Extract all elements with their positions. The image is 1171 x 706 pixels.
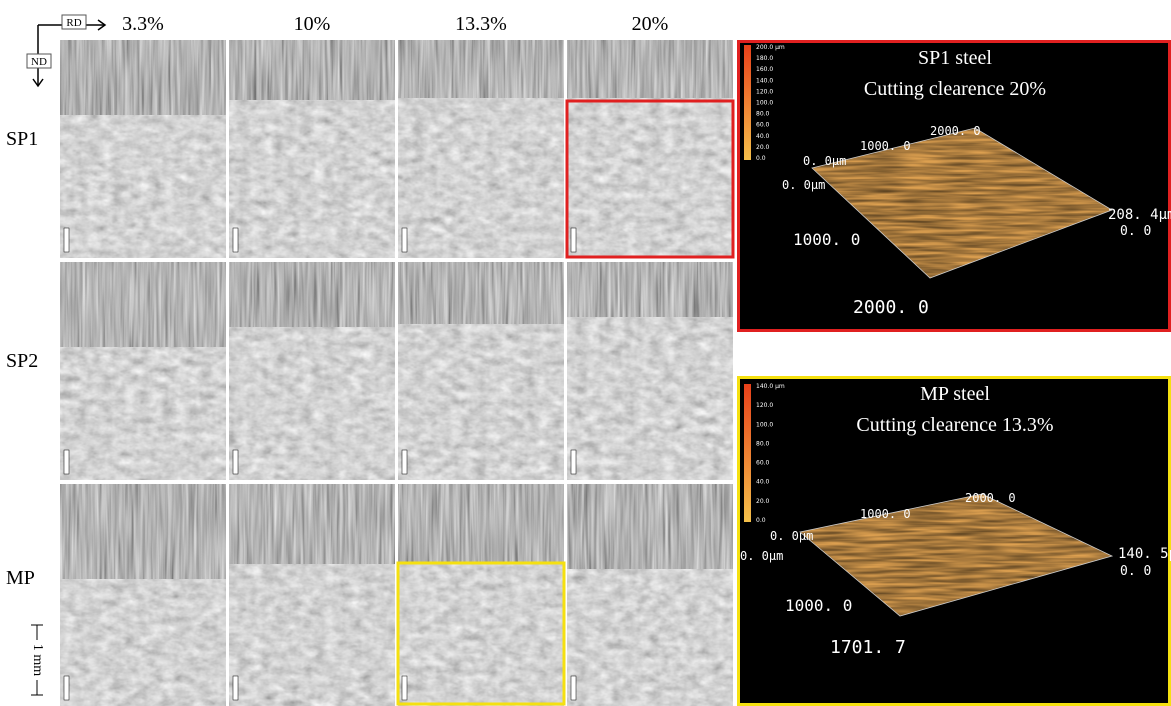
micrograph-grid: 3.3% 10% 13.3% 20% SP1 SP2 MP	[6, 13, 733, 706]
axis-label: 2000. 0	[965, 491, 1016, 505]
axis-label: 0. 0μm	[803, 154, 846, 168]
axis-label: 1000. 0	[793, 230, 860, 249]
axis-label: 1701. 7	[830, 637, 906, 658]
column-label: 10%	[294, 13, 331, 35]
micrograph-scale	[402, 228, 407, 252]
axis-label: 1000. 0	[785, 596, 852, 615]
nd-label: ND	[31, 56, 47, 68]
axis-label: 1000. 0	[860, 139, 911, 153]
micrograph-scale	[233, 450, 238, 474]
colorbar-label: 40.0	[756, 479, 770, 486]
micrograph-top-band	[398, 484, 564, 564]
axis-label: 0. 0μm	[740, 549, 783, 563]
rd-label: RD	[66, 17, 81, 29]
surface-panels: SP1 steel Cutting clearence 20% 200.0 μm 18…	[739, 42, 1171, 705]
colorbar-label: 140.0	[756, 77, 773, 84]
axis-label: 0. 0μm	[782, 178, 825, 192]
micrograph-scale	[571, 676, 576, 700]
micrograph-scale	[233, 676, 238, 700]
column-label: 3.3%	[122, 13, 164, 35]
colorbar-label: 80.0	[756, 440, 770, 447]
colorbar-label: 20.0	[756, 498, 770, 505]
colorbar-label: 100.0	[756, 421, 773, 428]
micrograph-scale	[402, 450, 407, 474]
micrograph-top-band	[60, 484, 226, 579]
colorbar-label: 60.0	[756, 122, 770, 129]
colorbar	[744, 384, 751, 522]
micrograph-scale	[64, 450, 69, 474]
row-label: MP	[6, 567, 35, 589]
micrograph-top-band	[229, 484, 395, 564]
colorbar-label: 160.0	[756, 66, 773, 73]
axis-label: 1000. 0	[860, 507, 911, 521]
micrograph-scale	[402, 676, 407, 700]
colorbar-label: 60.0	[756, 460, 770, 467]
row-label: SP2	[6, 350, 38, 372]
scale-bar-label: 1 mm	[30, 644, 45, 676]
micrograph-scale	[233, 228, 238, 252]
micrograph-scale	[64, 228, 69, 252]
colorbar	[744, 45, 751, 160]
axis-label: 0. 0	[1120, 564, 1151, 579]
panel-subtitle: Cutting clearence 13.3%	[856, 414, 1053, 436]
axis-label: 208. 4μm	[1108, 207, 1171, 223]
axis-label: 0. 0μm	[770, 529, 813, 543]
axis-label: 2000. 0	[930, 124, 981, 138]
column-label: 13.3%	[455, 13, 507, 35]
micrograph-top-band	[398, 40, 564, 98]
panel-title: MP steel	[920, 383, 990, 405]
panel-subtitle: Cutting clearence 20%	[864, 78, 1046, 100]
colorbar-label: 120.0	[756, 88, 773, 95]
micrograph-top-band	[60, 40, 226, 115]
micrograph-top-band	[567, 262, 733, 317]
colorbar-label: 20.0	[756, 144, 770, 151]
axis-label: 0. 0	[1120, 224, 1151, 239]
colorbar-label: 140.0 μm	[756, 383, 785, 390]
axis-label: 2000. 0	[853, 297, 929, 318]
colorbar-label: 100.0	[756, 100, 773, 107]
micrograph-scale	[571, 228, 576, 252]
figure: 3.3% 10% 13.3% 20% SP1 SP2 MP RD ND 1 mm SP1 s…	[0, 0, 1171, 706]
colorbar-label: 120.0	[756, 402, 773, 409]
micrograph-scale	[64, 676, 69, 700]
colorbar-label: 180.0	[756, 55, 773, 62]
panel-title: SP1 steel	[918, 47, 992, 69]
axis-label: 140. 5μ	[1118, 546, 1171, 562]
colorbar-label: 0.0	[756, 155, 766, 162]
colorbar-label: 0.0	[756, 517, 766, 524]
micrograph-top-band	[398, 262, 564, 324]
row-label: SP1	[6, 128, 38, 150]
micrograph-top-band	[229, 262, 395, 327]
colorbar-label: 80.0	[756, 111, 770, 118]
micrograph-top-band	[60, 262, 226, 347]
micrograph-top-band	[567, 40, 733, 98]
micrograph-scale	[571, 450, 576, 474]
micrograph-top-band	[229, 40, 395, 100]
colorbar-label: 200.0 μm	[756, 44, 785, 51]
column-label: 20%	[632, 13, 669, 35]
micrograph-top-band	[567, 484, 733, 569]
colorbar-label: 40.0	[756, 133, 770, 140]
